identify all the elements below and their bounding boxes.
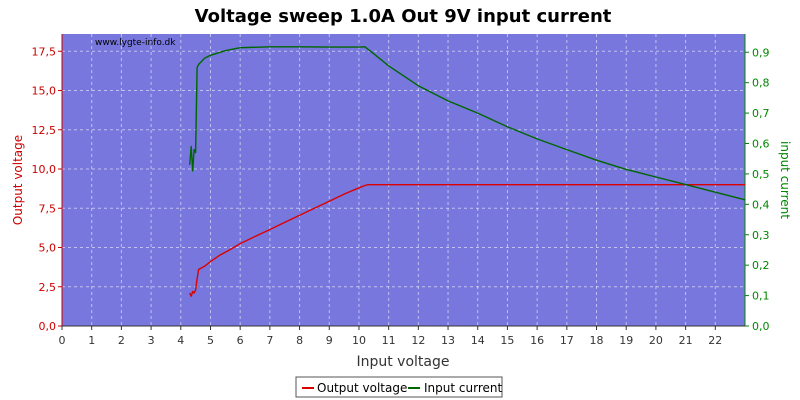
y-right-tick-label: 0,5 bbox=[752, 168, 770, 181]
y-left-tick-label: 7,5 bbox=[39, 202, 57, 215]
x-tick-label: 7 bbox=[266, 334, 273, 347]
x-tick-label: 2 bbox=[118, 334, 125, 347]
x-tick-label: 14 bbox=[471, 334, 485, 347]
x-tick-label: 22 bbox=[708, 334, 722, 347]
y-right-tick-label: 0,0 bbox=[752, 320, 770, 333]
legend-label-input-current: Input current bbox=[424, 381, 502, 395]
x-tick-label: 20 bbox=[649, 334, 663, 347]
y-left-ticks: 0,0 2,5 5,0 7,5 10,0 12,5 15,0 17,5 bbox=[32, 45, 62, 333]
x-axis-label: Input voltage bbox=[356, 354, 449, 370]
y-left-tick-label: 15,0 bbox=[32, 85, 57, 98]
x-ticks: 0 1 2 3 4 5 6 7 8 9 10 11 12 13 14 15 16 17 18 19 20 21 22 bbox=[59, 326, 722, 347]
y-right-tick-label: 0,6 bbox=[752, 138, 770, 151]
x-tick-label: 12 bbox=[411, 334, 425, 347]
y-right-tick-label: 0,4 bbox=[752, 198, 770, 211]
x-tick-label: 1 bbox=[88, 334, 95, 347]
grid bbox=[62, 34, 745, 326]
x-tick-label: 6 bbox=[237, 334, 244, 347]
x-tick-label: 18 bbox=[590, 334, 604, 347]
x-tick-label: 15 bbox=[500, 334, 514, 347]
y-right-tick-label: 0,7 bbox=[752, 107, 770, 120]
y-left-tick-label: 0,0 bbox=[39, 320, 57, 333]
y-right-ticks: 0,0 0,1 0,2 0,3 0,4 0,5 0,6 0,7 0,8 0,9 bbox=[745, 46, 770, 333]
x-tick-label: 10 bbox=[352, 334, 366, 347]
y-right-tick-label: 0,9 bbox=[752, 46, 770, 59]
y-left-tick-label: 5,0 bbox=[39, 242, 57, 255]
y-right-tick-label: 0,3 bbox=[752, 229, 770, 242]
x-tick-label: 0 bbox=[59, 334, 66, 347]
x-tick-label: 5 bbox=[207, 334, 214, 347]
watermark: www.lygte-info.dk bbox=[95, 38, 176, 48]
chart-title: Voltage sweep 1.0A Out 9V input current bbox=[195, 6, 612, 27]
series-line-input-current bbox=[189, 46, 746, 201]
x-tick-label: 9 bbox=[326, 334, 333, 347]
x-tick-label: 4 bbox=[177, 334, 184, 347]
x-tick-label: 13 bbox=[441, 334, 455, 347]
legend-box bbox=[295, 376, 503, 398]
x-tick-label: 3 bbox=[148, 334, 155, 347]
plot-area bbox=[62, 34, 745, 326]
x-tick-label: 16 bbox=[530, 334, 544, 347]
y-right-tick-label: 0,1 bbox=[752, 290, 770, 303]
y-left-axis-label: Output voltage bbox=[11, 135, 25, 225]
x-tick-label: 19 bbox=[619, 334, 633, 347]
y-left-tick-label: 2,5 bbox=[39, 281, 57, 294]
y-left-tick-label: 12,5 bbox=[32, 124, 57, 137]
x-tick-label: 17 bbox=[560, 334, 574, 347]
legend: Output voltage Input current bbox=[295, 376, 503, 398]
y-left-tick-label: 10,0 bbox=[32, 163, 57, 176]
series-line-output-voltage bbox=[189, 183, 745, 297]
series-lines bbox=[189, 46, 746, 297]
y-right-axis-label: input current bbox=[778, 141, 792, 219]
x-tick-label: 21 bbox=[679, 334, 693, 347]
x-tick-label: 8 bbox=[296, 334, 303, 347]
x-tick-label: 11 bbox=[382, 334, 396, 347]
y-right-tick-label: 0,2 bbox=[752, 259, 770, 272]
legend-label-output-voltage: Output voltage bbox=[317, 381, 407, 395]
y-left-tick-label: 17,5 bbox=[32, 45, 57, 58]
y-right-tick-label: 0,8 bbox=[752, 77, 770, 90]
